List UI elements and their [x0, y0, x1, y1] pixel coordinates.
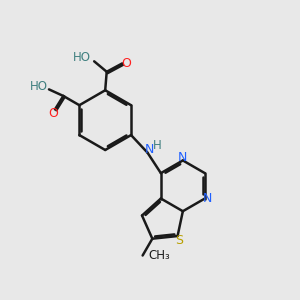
Text: S: S	[175, 234, 183, 247]
Text: H: H	[153, 139, 161, 152]
Text: CH₃: CH₃	[148, 249, 170, 262]
Text: N: N	[144, 143, 154, 156]
Text: HO: HO	[73, 51, 91, 64]
Text: O: O	[121, 57, 131, 70]
Text: HO: HO	[29, 80, 47, 93]
Text: N: N	[203, 192, 212, 205]
Text: O: O	[49, 107, 58, 120]
Text: N: N	[178, 151, 188, 164]
